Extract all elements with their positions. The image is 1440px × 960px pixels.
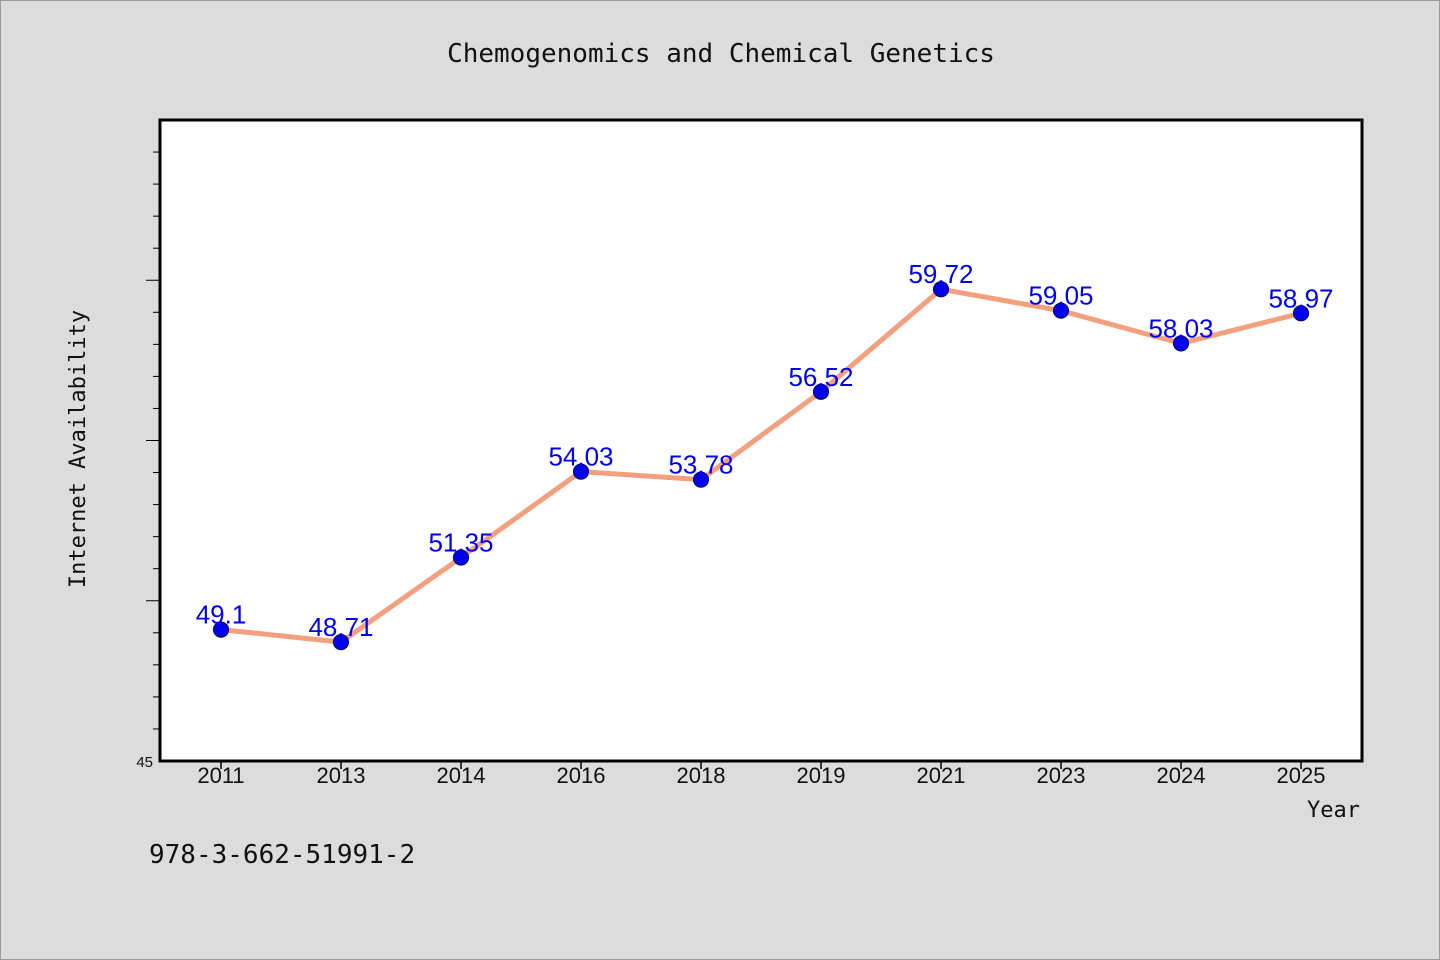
x-tick-label: 2019	[797, 763, 846, 788]
data-point-marker	[1052, 302, 1070, 319]
data-label: 49.1	[196, 600, 247, 630]
x-tick-label: 2023	[1037, 763, 1086, 788]
plot-frame	[158, 118, 1364, 763]
data-label: 53.78	[668, 450, 733, 480]
plot-area	[160, 120, 1362, 761]
data-label: 59.05	[1028, 281, 1093, 311]
x-tick-label: 2011	[197, 763, 244, 788]
series-line	[218, 286, 1304, 645]
data-label: 58.03	[1148, 313, 1213, 343]
data-label: 59.72	[908, 259, 973, 289]
x-tick-label: 2013	[317, 763, 366, 788]
x-tick-label: 2025	[1277, 763, 1326, 788]
data-label: 54.03	[548, 442, 613, 472]
isbn-text: 978-3-662-51991-2	[149, 840, 415, 870]
x-axis-label: Year	[1307, 798, 1360, 823]
x-tick-label: 2018	[677, 763, 726, 788]
x-axis-ticks: 2011 2013 2014 2016 2018 2019 2021 2023 2024 2025	[197, 761, 1325, 788]
data-label: 48.71	[308, 612, 373, 642]
x-tick-label: 2021	[917, 763, 966, 788]
data-label: 58.97	[1268, 283, 1333, 313]
data-point-marker	[212, 621, 230, 638]
data-point-marker	[1292, 305, 1310, 322]
data-point-marker	[932, 281, 950, 298]
data-label: 56.52	[788, 362, 853, 392]
x-tick-label: 2016	[557, 763, 606, 788]
y-axis-label: Internet Availability	[66, 310, 91, 588]
data-point-marker	[692, 471, 710, 488]
chart-title: Chemogenomics and Chemical Genetics	[447, 39, 995, 69]
series-layer: 49.1 48.71 51.35 54.03 53.78 56.52 59.72 59.05 5…	[196, 259, 1334, 651]
x-tick-label: 2014	[437, 763, 486, 788]
y-axis-ticks	[146, 151, 160, 730]
data-point-marker	[572, 463, 590, 480]
data-point-marker	[812, 383, 830, 400]
y-tick-label-45: 45	[136, 754, 153, 771]
data-label: 51.35	[428, 527, 493, 557]
data-point-marker	[332, 633, 350, 651]
data-point-marker	[452, 549, 470, 566]
x-tick-label: 2024	[1157, 763, 1206, 788]
data-point-marker	[1172, 335, 1190, 352]
